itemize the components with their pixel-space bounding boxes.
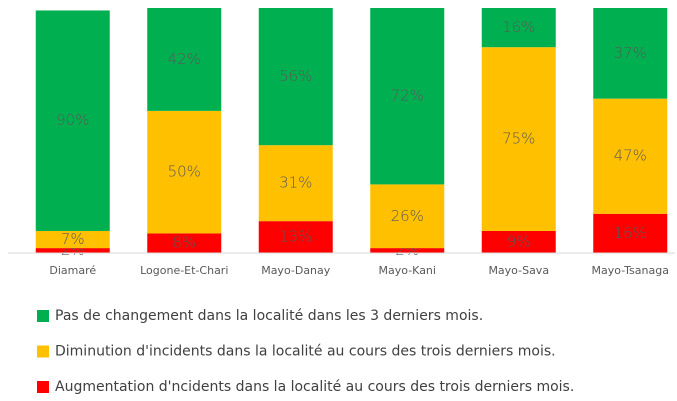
bar-segment [147, 233, 222, 253]
bar-segment [593, 98, 668, 214]
data-label: 13% [279, 228, 312, 246]
legend-label: Pas de changement dans la localité dans … [55, 308, 483, 324]
data-label: 90% [56, 111, 89, 129]
bar-segment [258, 145, 333, 222]
data-label: 47% [614, 147, 647, 165]
legend-swatch [37, 310, 49, 322]
x-tick-label: Mayo-Sava [488, 264, 549, 277]
data-label: 75% [502, 130, 535, 148]
bar-segment [370, 184, 445, 249]
data-label: 37% [614, 44, 647, 62]
bar-segment [481, 47, 556, 231]
data-label: 26% [391, 207, 424, 225]
bar-segment [481, 8, 556, 48]
data-label: 42% [168, 50, 201, 68]
bar-segment [593, 213, 668, 253]
bar-segment [147, 110, 222, 234]
bar-segment [258, 8, 333, 146]
legend-label: Augmentation d'ncidents dans la localité… [55, 379, 574, 395]
data-label: 56% [279, 67, 312, 85]
bar-segment [258, 221, 333, 253]
data-label: 50% [168, 163, 201, 181]
bar-segment [370, 8, 445, 185]
legend-swatch [37, 345, 49, 358]
x-tick-label: Mayo-Kani [379, 264, 436, 277]
data-label: 31% [279, 174, 312, 192]
data-label: 16% [502, 18, 535, 36]
bar-segment [370, 248, 445, 253]
bar-segment [35, 248, 110, 253]
bar-segment [481, 230, 556, 253]
x-tick-label: Mayo-Danay [261, 264, 331, 277]
data-label: 7% [61, 230, 85, 248]
legend-swatch [37, 381, 49, 393]
bar-segment [35, 230, 110, 249]
data-label: 8% [172, 234, 196, 252]
bar-segment [35, 10, 110, 231]
data-label: 72% [391, 87, 424, 105]
data-label: 16% [614, 224, 647, 242]
x-tick-label: Diamaré [49, 264, 96, 277]
legend-label: Diminution d'incidents dans la localité … [55, 344, 556, 360]
x-tick-label: Mayo-Tsanaga [592, 264, 669, 277]
data-label: 9% [507, 232, 531, 250]
x-tick-label: Logone-Et-Chari [140, 264, 228, 277]
bar-segment [593, 8, 668, 99]
bar-segment [147, 8, 222, 111]
